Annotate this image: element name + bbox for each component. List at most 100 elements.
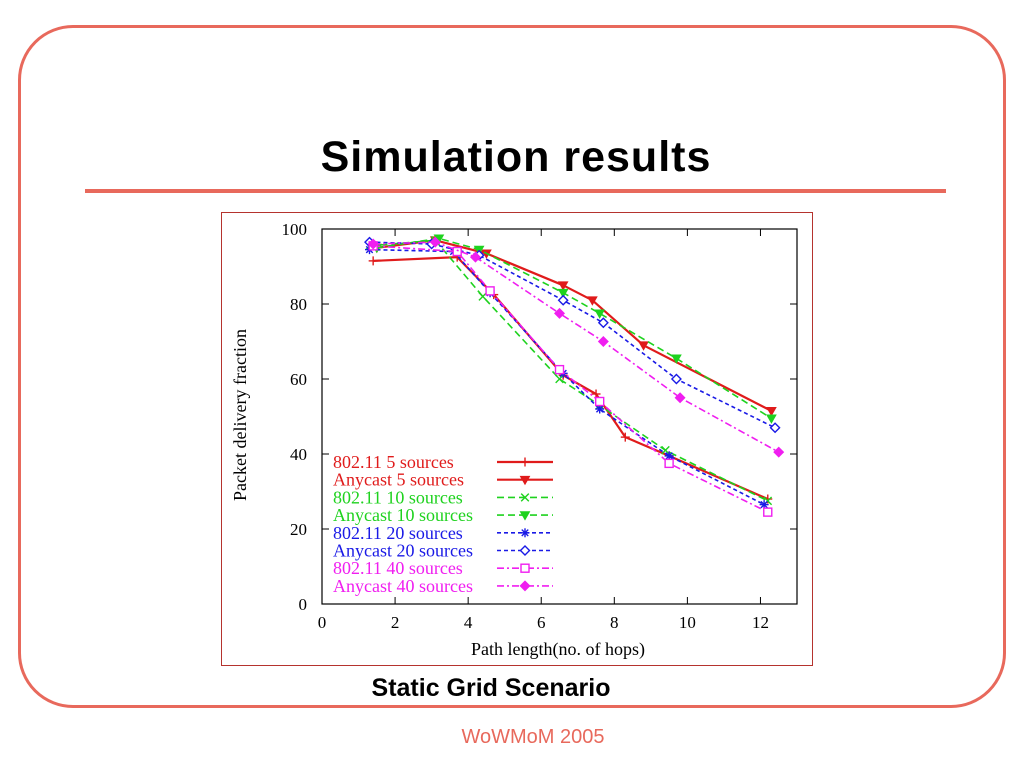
legend-marker	[519, 475, 531, 486]
marker-shape	[429, 236, 441, 248]
legend-label: 802.11 20 sources	[333, 523, 463, 543]
legend-marker	[520, 528, 530, 538]
marker-shape	[587, 296, 598, 306]
legend-label: 802.11 10 sources	[333, 487, 463, 507]
marker-shape	[520, 563, 530, 573]
data-point	[769, 422, 781, 434]
marker-stroke	[478, 292, 488, 301]
marker-shape	[594, 396, 605, 407]
legend-item: 802.11 5 sources	[333, 452, 553, 472]
footer-text: WoWMoM 2005	[461, 726, 605, 748]
marker-shape	[766, 407, 777, 417]
data-point	[638, 341, 649, 351]
data-point	[766, 414, 777, 424]
marker-stroke	[595, 405, 604, 413]
data-point	[368, 256, 378, 266]
marker-stroke	[661, 445, 670, 455]
marker-shape	[519, 475, 531, 486]
marker-shape	[557, 288, 569, 299]
x-tick-label: 2	[391, 613, 400, 632]
data-point	[429, 236, 441, 248]
x-axis-label: Path length(no. of hops)	[471, 639, 645, 660]
y-tick-label: 20	[290, 520, 307, 539]
legend-marker	[520, 493, 530, 502]
marker-shape	[674, 392, 686, 404]
marker-shape	[367, 238, 379, 250]
legend-label: Anycast 20 sources	[333, 541, 473, 561]
slide-frame	[18, 25, 1006, 708]
data-point	[661, 445, 670, 455]
legend-marker	[519, 545, 531, 556]
marker-shape	[557, 281, 569, 291]
series-line	[376, 239, 772, 412]
data-point	[597, 336, 609, 347]
data-point	[620, 432, 630, 442]
data-point	[597, 317, 609, 329]
data-point	[766, 407, 777, 417]
data-point	[557, 281, 569, 291]
data-point	[367, 238, 379, 250]
legend-label: 802.11 40 sources	[333, 558, 463, 578]
legend-item: Anycast 20 sources	[333, 541, 553, 561]
series-802-11-40-sources	[368, 241, 773, 517]
legend-marker	[520, 563, 530, 573]
series-anycast-10-sources	[371, 234, 777, 424]
marker-shape	[769, 422, 781, 434]
y-tick-label: 100	[282, 220, 308, 239]
y-axis-label: Packet delivery fraction	[230, 329, 250, 501]
x-tick-label: 8	[610, 613, 619, 632]
figure-caption: Static Grid Scenario	[371, 674, 611, 702]
series-anycast-20-sources	[364, 236, 781, 434]
y-tick-label: 0	[299, 595, 308, 614]
marker-shape	[670, 373, 682, 385]
data-point	[674, 392, 686, 404]
legend-item: 802.11 40 sources	[333, 558, 553, 578]
data-point	[469, 251, 481, 263]
marker-shape	[671, 354, 682, 364]
x-tick-label: 6	[537, 613, 546, 632]
series-line	[373, 241, 780, 453]
data-point	[478, 292, 488, 301]
legend-item: Anycast 10 sources	[333, 505, 553, 525]
y-tick-label: 40	[290, 445, 307, 464]
marker-shape	[519, 511, 531, 521]
y-tick-label: 60	[290, 370, 307, 389]
data-point	[554, 364, 565, 375]
legend-label: Anycast 5 sources	[333, 470, 464, 490]
data-point	[485, 286, 495, 296]
data-point	[452, 246, 462, 257]
marker-shape	[773, 446, 785, 458]
marker-shape	[485, 286, 495, 296]
axis-ticks: 0 2 4 6 8 10 12 0 20 40 60 80 100	[282, 220, 797, 632]
y-tick-label: 80	[290, 295, 307, 314]
legend-label: 802.11 5 sources	[333, 452, 454, 472]
marker-stroke	[665, 452, 673, 460]
marker-shape	[469, 251, 481, 263]
chart-figure: 0 2 4 6 8 10 12 0 20 40 60 80 100 802.11 5 sources An…	[221, 212, 813, 666]
series-group	[364, 234, 785, 517]
legend-label: Anycast 10 sources	[333, 505, 473, 525]
marker-shape	[519, 545, 531, 556]
title-underline	[85, 189, 946, 193]
marker-stroke	[555, 374, 564, 384]
data-point	[594, 309, 606, 319]
legend-item: 802.11 10 sources	[333, 487, 553, 507]
data-point	[554, 307, 565, 319]
marker-shape	[594, 309, 606, 319]
series-anycast-40-sources	[367, 236, 785, 458]
marker-shape	[519, 580, 531, 592]
marker-shape	[452, 246, 462, 257]
series-line	[376, 237, 772, 420]
marker-stroke	[521, 529, 529, 537]
legend-marker	[520, 457, 530, 467]
series-line	[369, 241, 776, 429]
marker-shape	[638, 341, 649, 351]
data-point	[557, 294, 569, 306]
data-point	[664, 458, 674, 469]
marker-shape	[664, 458, 674, 469]
data-point	[670, 373, 682, 385]
marker-shape	[554, 307, 565, 319]
